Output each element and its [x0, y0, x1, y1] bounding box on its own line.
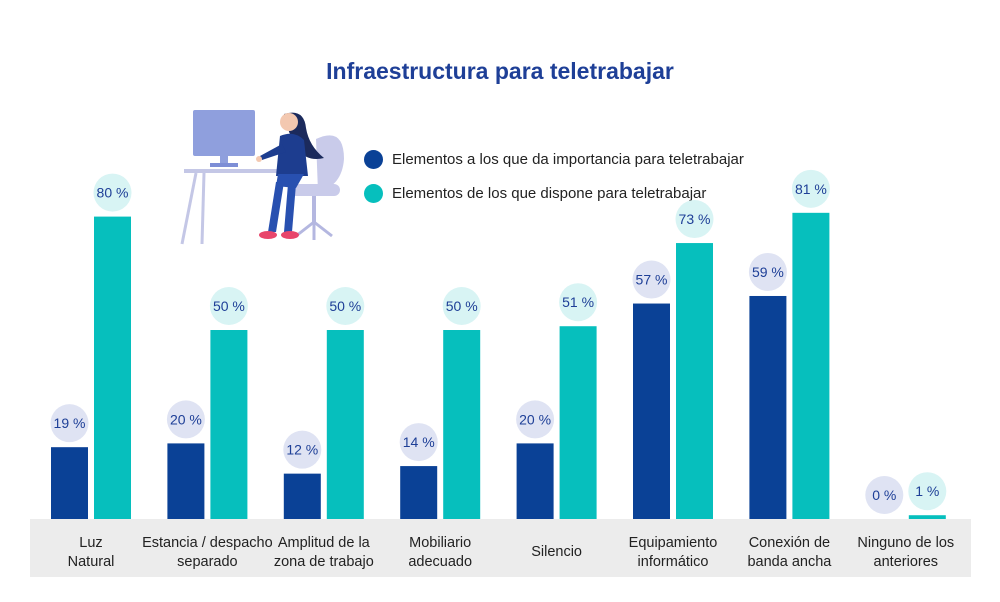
data-label-circle — [93, 173, 132, 212]
bar-available — [908, 515, 946, 519]
data-label: 12 % — [286, 442, 318, 458]
data-label: 50 % — [329, 298, 361, 314]
data-label: 20 % — [170, 411, 202, 427]
data-label: 20 % — [519, 411, 551, 427]
bar-available — [326, 330, 364, 519]
legend-label-importance: Elementos a los que da importancia para … — [392, 151, 744, 168]
data-label-circle — [399, 423, 438, 462]
category-label: Silencio — [531, 544, 582, 560]
category-label: zona de trabajo — [274, 554, 374, 570]
data-label: 51 % — [562, 294, 594, 310]
category-label: Luz — [79, 535, 102, 551]
category-label: Equipamiento — [629, 535, 718, 551]
data-label-circle — [865, 476, 904, 514]
data-label-circle — [516, 400, 555, 439]
data-label-circle — [283, 430, 322, 469]
category-label: Natural — [68, 554, 115, 570]
category-label: Conexión de — [749, 535, 830, 551]
bar-importance — [516, 443, 554, 519]
category-label: Ninguno de los — [857, 535, 954, 551]
data-label-circle — [632, 260, 671, 299]
legend-label-available: Elementos de los que dispone para teletr… — [392, 185, 707, 202]
data-label-circle — [50, 404, 89, 443]
data-label: 0 % — [872, 487, 896, 503]
legend-swatch-importance — [364, 150, 383, 169]
data-label: 81 % — [795, 181, 827, 197]
bar-importance — [51, 447, 88, 519]
category-label: Amplitud de la — [278, 535, 371, 551]
monitor-icon — [193, 110, 255, 156]
data-label: 19 % — [54, 415, 86, 431]
data-label-circle — [791, 169, 830, 208]
category-label: separado — [177, 554, 237, 570]
chart-title: Infraestructura para teletrabajar — [326, 58, 674, 84]
data-label-circle — [166, 400, 205, 439]
legend-item-importance: Elementos a los que da importancia para … — [364, 150, 744, 169]
data-label: 14 % — [403, 434, 435, 450]
bar-available — [443, 330, 481, 519]
bar-available — [210, 330, 248, 519]
bar-importance — [400, 466, 438, 519]
legend-item-available: Elementos de los que dispone para teletr… — [364, 184, 706, 203]
data-label: 50 % — [446, 298, 478, 314]
data-label-circle — [326, 287, 365, 325]
data-label: 73 % — [679, 211, 711, 227]
data-label: 50 % — [213, 298, 245, 314]
category-label: adecuado — [408, 554, 472, 570]
bar-importance — [633, 303, 670, 519]
bar-importance — [283, 473, 321, 519]
data-label: 1 % — [915, 483, 939, 499]
bar-available — [94, 216, 131, 519]
bar-importance — [167, 443, 205, 519]
data-label: 59 % — [752, 264, 784, 280]
data-label-circle — [209, 287, 248, 325]
bar-importance — [749, 295, 787, 519]
bar-available — [792, 212, 830, 519]
person-at-computer-illustration — [180, 110, 344, 245]
data-label-circle — [748, 252, 787, 291]
data-label-circle — [908, 472, 947, 511]
data-label: 57 % — [636, 272, 668, 288]
bar-available — [559, 326, 597, 519]
category-label: banda ancha — [747, 554, 832, 570]
category-label: Estancia / despacho — [142, 535, 273, 551]
category-label: Mobiliario — [409, 535, 471, 551]
data-label: 80 % — [97, 185, 129, 201]
category-label: anteriores — [874, 554, 938, 570]
data-label-circle — [675, 200, 714, 239]
data-label-circle — [442, 287, 481, 325]
data-label-circle — [559, 283, 598, 322]
legend-swatch-available — [364, 184, 383, 203]
category-axis-band — [30, 519, 971, 577]
bar-available — [676, 243, 713, 519]
category-label: informático — [638, 554, 709, 570]
